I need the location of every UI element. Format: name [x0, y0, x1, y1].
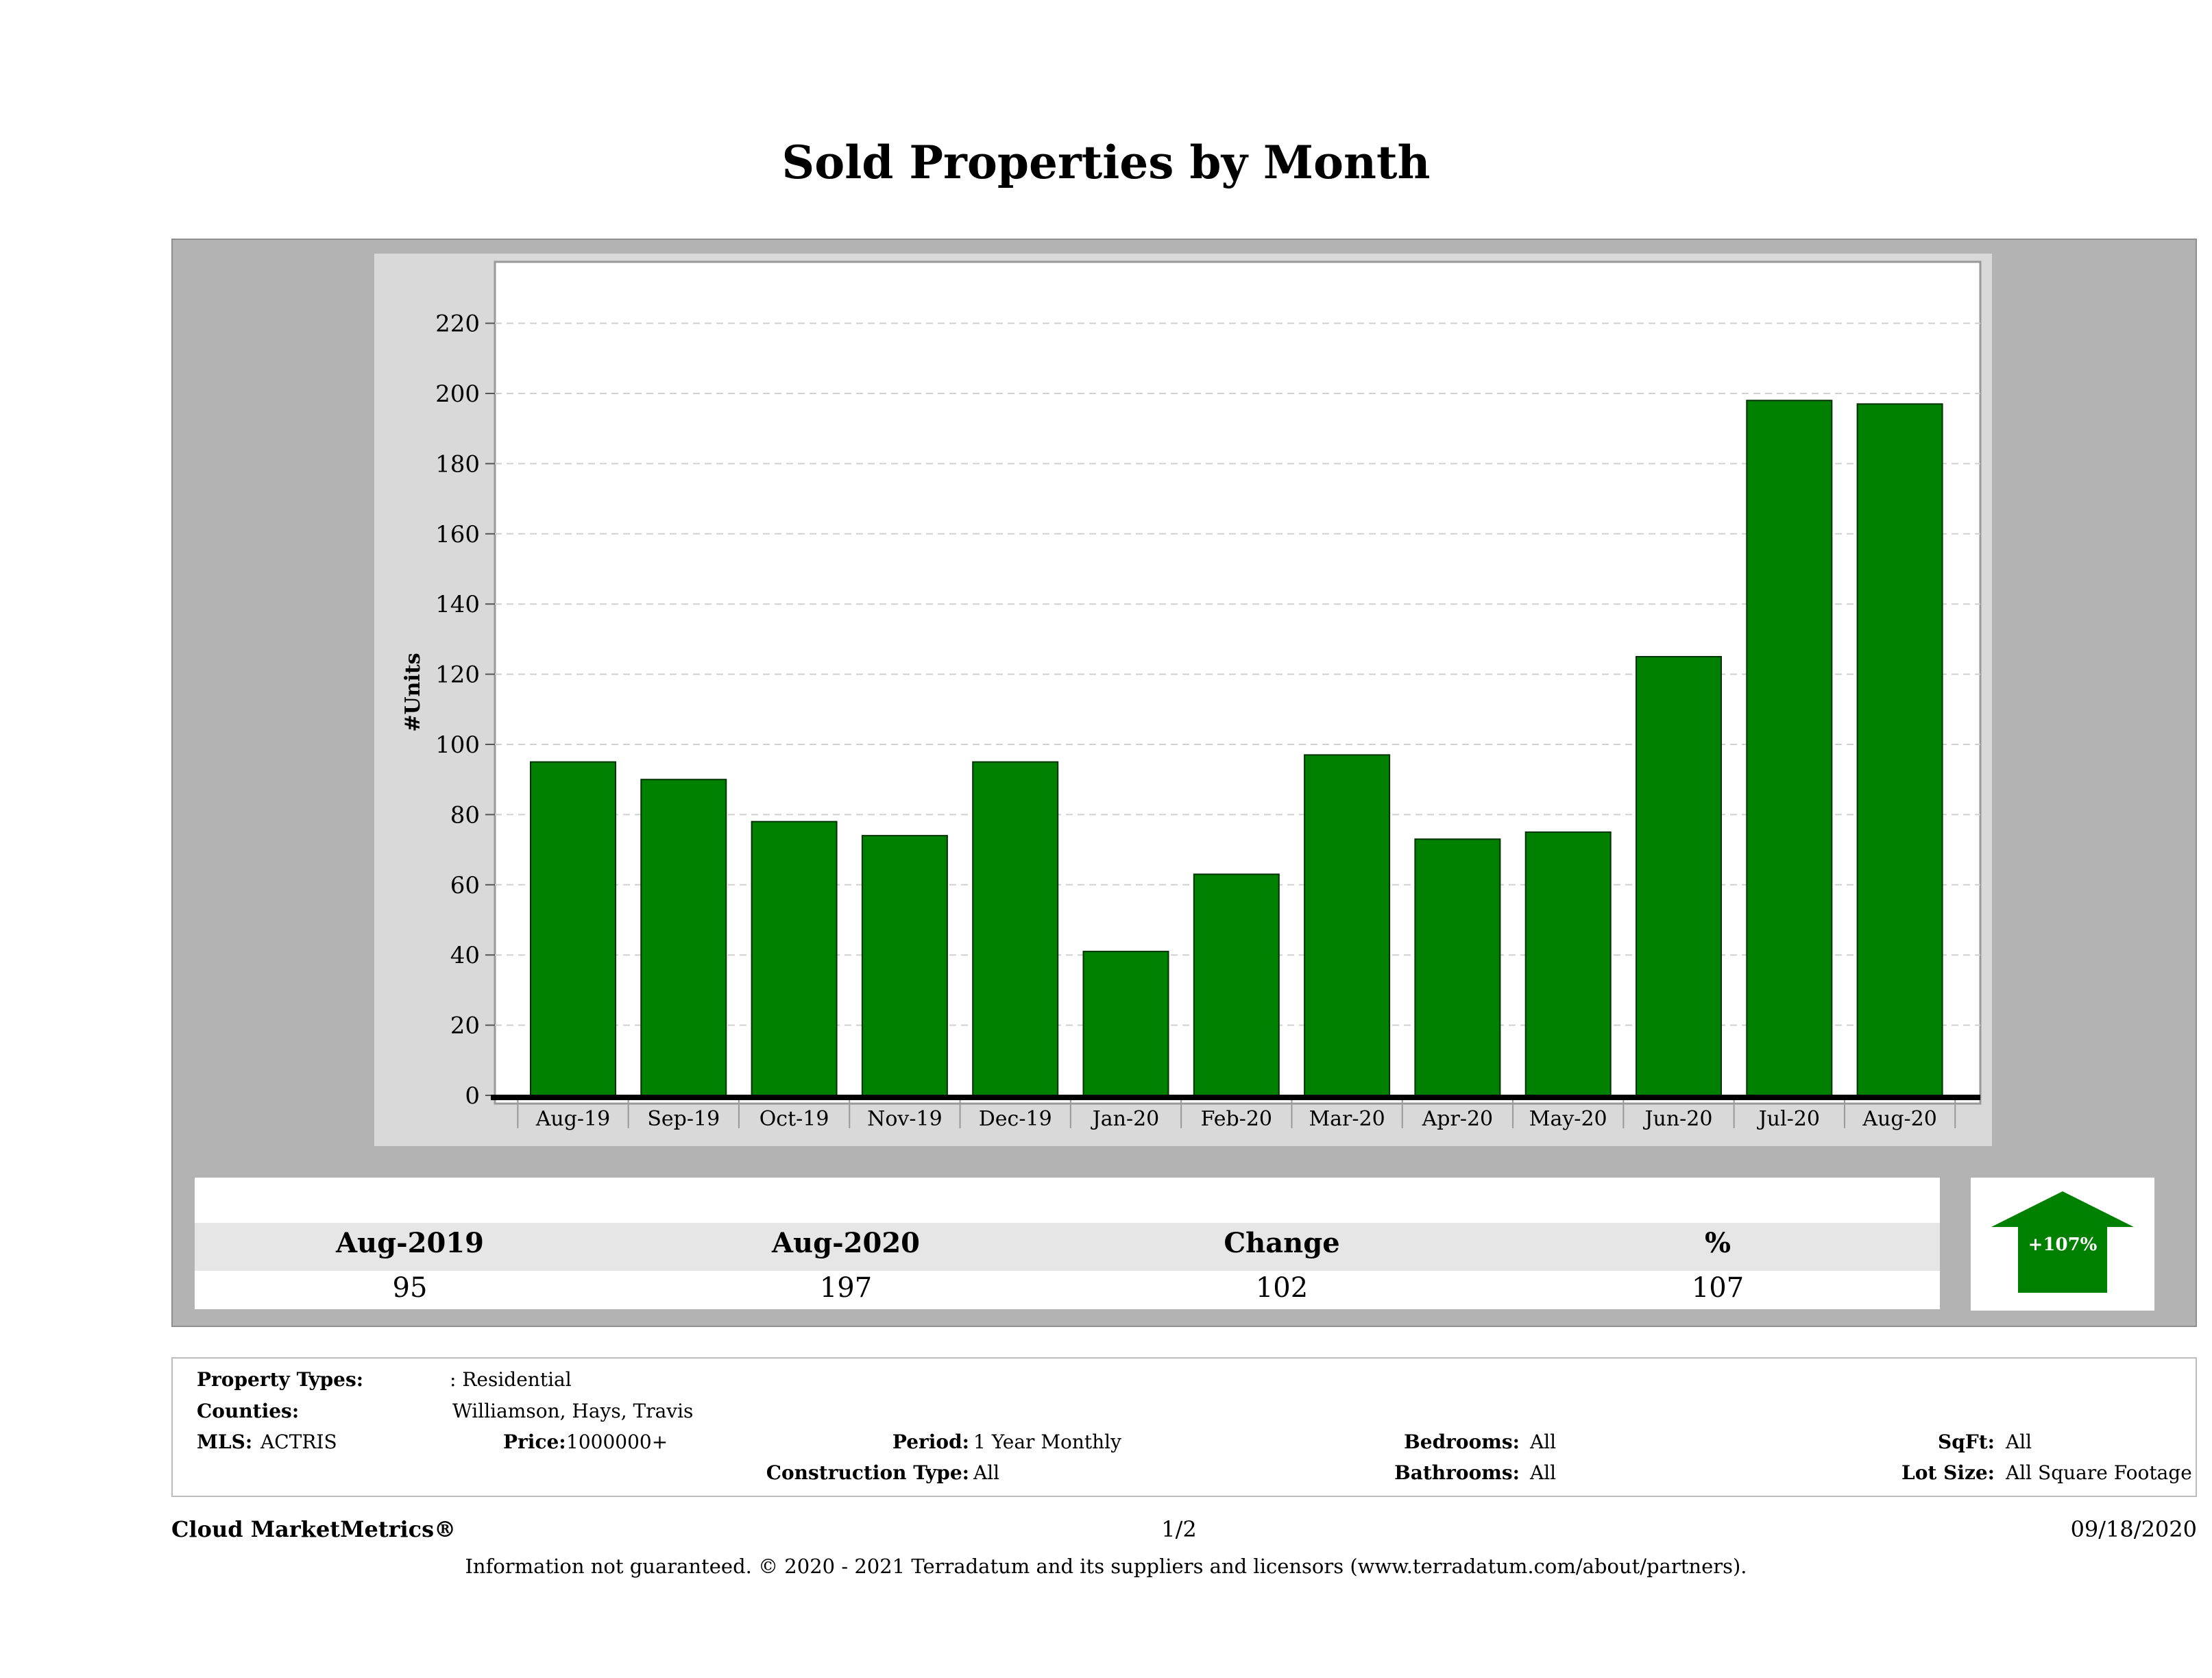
property-types-label: Property Types: [197, 1368, 364, 1391]
summary-header-row [195, 1223, 1940, 1271]
bar-dec-19 [972, 761, 1059, 1096]
x-tick-label: Jun-20 [1643, 1107, 1713, 1131]
bar-may-20 [1524, 831, 1612, 1096]
y-tick-label: 200 [435, 380, 480, 408]
x-tick-label: Apr-20 [1422, 1107, 1494, 1131]
sqft-value: All [2006, 1431, 2032, 1453]
bar-aug-20 [1856, 403, 1943, 1097]
bar-jul-20 [1746, 400, 1833, 1097]
x-tick-label: Dec-19 [979, 1107, 1052, 1131]
x-tick-label: Oct-19 [759, 1107, 829, 1131]
up-arrow-icon: +107% [1991, 1191, 2134, 1293]
mls-value: ACTRIS [260, 1431, 337, 1453]
x-tick-label: Aug-19 [535, 1107, 611, 1131]
change-badge-label: +107% [2028, 1235, 2098, 1255]
sqft-label: SqFt: [1938, 1431, 1995, 1453]
axes [485, 322, 1980, 1128]
bar-oct-19 [751, 820, 838, 1096]
construction-type-value: All [973, 1461, 1000, 1484]
summary-value-start: 95 [392, 1272, 428, 1304]
counties-value: Williamson, Hays, Travis [452, 1400, 694, 1422]
bar-nov-19 [861, 835, 948, 1096]
bars [530, 400, 1943, 1097]
period-value: 1 Year Monthly [973, 1431, 1121, 1453]
x-tick-label: Aug-20 [1862, 1107, 1937, 1131]
period-label: Period: [892, 1431, 969, 1453]
report-criteria-box [171, 1357, 2197, 1497]
counties-label: Counties: [197, 1400, 300, 1422]
y-tick-label: 120 [435, 661, 480, 689]
bar-mar-20 [1304, 754, 1391, 1096]
y-tick-label: 140 [435, 591, 480, 618]
y-tick-label: 20 [450, 1012, 480, 1040]
bar-jan-20 [1082, 951, 1169, 1097]
summary-header-percent: % [1704, 1227, 1731, 1259]
x-tick-label: Feb-20 [1201, 1107, 1272, 1131]
summary-value-row [195, 1271, 1940, 1309]
x-tick-label: Sep-19 [647, 1107, 720, 1131]
bedrooms-label: Bedrooms: [1404, 1431, 1520, 1453]
page-title: Sold Properties by Month [781, 136, 1431, 189]
y-tick-label: 100 [435, 731, 480, 759]
price-value: 1000000+ [566, 1431, 668, 1453]
property-types-value: : Residential [450, 1368, 572, 1391]
lot-size-label: Lot Size: [1901, 1461, 1995, 1484]
y-tick-label: 0 [465, 1082, 480, 1110]
y-tick-label: 40 [450, 942, 480, 969]
y-tick-label: 180 [435, 450, 480, 478]
summary-header-start: Aug-2019 [335, 1227, 484, 1259]
y-tick-labels: 0 20 40 60 80 100 120 140 160 180 200 220 [435, 311, 480, 1110]
bar-apr-20 [1414, 838, 1501, 1096]
bedrooms-value: All [1530, 1431, 1557, 1453]
y-axis-label: #Units [401, 653, 425, 731]
summary-value-percent: 107 [1691, 1272, 1745, 1304]
footer-page-number: 1/2 [1161, 1516, 1197, 1542]
bar-chart: 0 20 40 60 80 100 120 140 160 180 200 220 Aug-19 Sep… [401, 260, 1982, 1131]
bathrooms-value: All [1530, 1461, 1557, 1484]
construction-type-label: Construction Type: [766, 1461, 969, 1484]
summary-header-change: Change [1224, 1227, 1340, 1259]
x-tick-labels: Aug-19 Sep-19 Oct-19 Nov-19 Dec-19 Jan-20 Feb-… [535, 1107, 1937, 1131]
y-tick-label: 80 [450, 801, 480, 829]
summary-value-change: 102 [1255, 1272, 1309, 1304]
x-tick-label: Mar-20 [1309, 1107, 1385, 1131]
y-tick-label: 160 [435, 521, 480, 548]
x-tick-label: Jul-20 [1757, 1107, 1820, 1131]
bar-sep-19 [640, 779, 727, 1096]
x-tick-label: Nov-19 [867, 1107, 943, 1131]
footer-date: 09/18/2020 [2070, 1516, 2197, 1542]
price-label: Price: [503, 1431, 566, 1453]
lot-size-value: All Square Footage [2006, 1461, 2192, 1484]
gridlines [495, 322, 1980, 1026]
footer-brand: Cloud MarketMetrics® [171, 1516, 457, 1542]
bar-aug-19 [530, 761, 616, 1096]
summary-blank-row [195, 1178, 1940, 1223]
change-badge-box: +107% [1971, 1178, 2154, 1311]
mls-label: MLS: [197, 1431, 253, 1453]
summary-value-end: 197 [819, 1272, 873, 1304]
y-tick-label: 220 [435, 311, 480, 338]
footer-disclaimer: Information not guaranteed. © 2020 - 202… [465, 1555, 1747, 1578]
bar-jun-20 [1636, 656, 1722, 1096]
bar-feb-20 [1193, 873, 1280, 1096]
bathrooms-label: Bathrooms: [1394, 1461, 1520, 1484]
y-tick-label: 60 [450, 872, 480, 899]
x-tick-label: May-20 [1529, 1107, 1607, 1131]
summary-header-end: Aug-2020 [771, 1227, 920, 1259]
x-tick-label: Jan-20 [1091, 1107, 1160, 1131]
